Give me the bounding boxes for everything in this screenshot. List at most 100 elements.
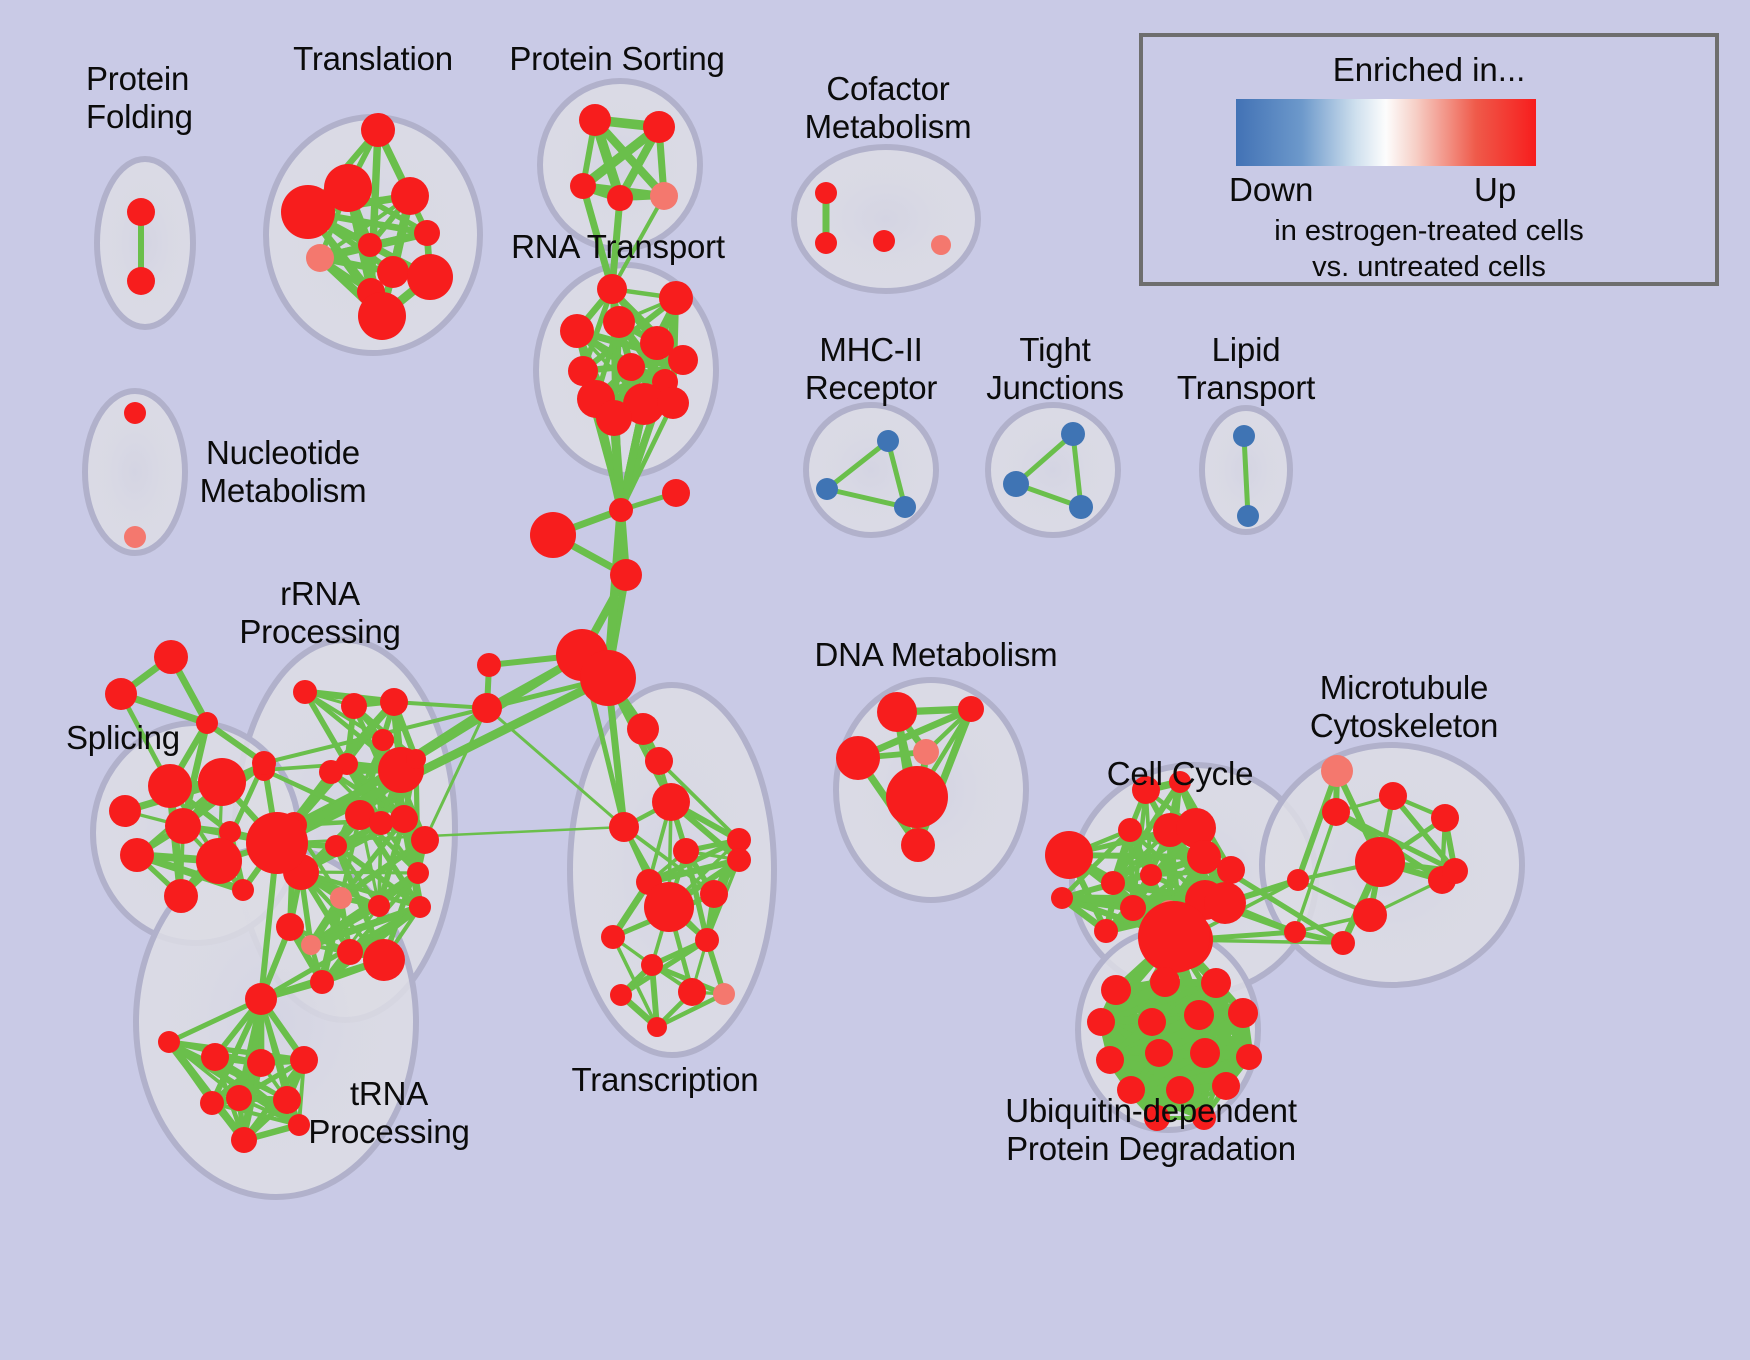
network-edge <box>590 115 669 201</box>
network-node <box>1003 471 1029 497</box>
network-edge <box>611 935 659 1029</box>
cluster-label-protein-folding: Protein Folding <box>86 60 193 135</box>
network-node <box>1150 967 1180 997</box>
cluster-label-nucleotide-metab: Nucleotide Metabolism <box>199 434 367 509</box>
network-node <box>678 978 706 1006</box>
network-node <box>931 235 951 255</box>
network-node <box>1118 818 1142 842</box>
network-edge <box>1241 433 1251 519</box>
network-node <box>568 356 598 386</box>
network-node <box>530 512 576 558</box>
network-node <box>641 954 663 976</box>
network-node <box>231 1127 257 1153</box>
network-node <box>232 879 254 901</box>
network-edge <box>307 903 424 949</box>
network-node <box>873 230 895 252</box>
network-edge <box>298 869 423 910</box>
network-node <box>324 164 372 212</box>
network-node <box>252 751 276 775</box>
network-node <box>306 244 334 272</box>
network-node <box>310 970 334 994</box>
network-edge <box>272 673 613 848</box>
network-node <box>659 281 693 315</box>
network-node <box>124 526 146 548</box>
network-node <box>647 1017 667 1037</box>
network-node <box>623 383 665 425</box>
network-edge <box>392 700 489 710</box>
network-edge <box>603 505 626 683</box>
network-node <box>1379 782 1407 810</box>
network-node <box>1117 1076 1145 1104</box>
network-node <box>643 111 675 143</box>
network-node <box>127 267 155 295</box>
cluster-label-rna-transport: RNA Transport <box>511 228 725 265</box>
cluster-ellipse-mhc-ii-receptor <box>803 402 939 538</box>
network-node <box>877 430 899 452</box>
network-node <box>650 182 678 210</box>
network-node <box>816 478 838 500</box>
network-node <box>377 256 409 288</box>
network-node <box>1217 856 1245 884</box>
network-node <box>1096 1046 1124 1074</box>
network-node <box>330 887 352 909</box>
network-node <box>290 1046 318 1074</box>
cluster-label-lipid-transport: Lipid Transport <box>1176 331 1316 406</box>
network-node <box>609 498 633 522</box>
network-node <box>877 692 917 732</box>
network-node <box>662 479 690 507</box>
network-node <box>1355 837 1405 887</box>
network-node <box>337 939 363 965</box>
network-node <box>390 805 418 833</box>
network-edge <box>608 194 624 293</box>
network-node <box>652 783 690 821</box>
network-node <box>1176 808 1216 848</box>
network-node <box>411 826 439 854</box>
network-edge <box>377 821 383 908</box>
network-edge <box>1097 979 1220 1026</box>
network-node <box>560 314 594 348</box>
network-node <box>894 496 916 518</box>
network-node <box>815 232 837 254</box>
cluster-ellipse-cofactor-metab <box>791 144 981 294</box>
network-node <box>196 838 242 884</box>
network-node <box>1192 1106 1216 1130</box>
network-node <box>198 758 246 806</box>
legend-caption-line2: vs. untreated cells <box>1312 251 1546 283</box>
network-node <box>158 1031 180 1053</box>
network-node <box>1138 901 1210 973</box>
network-node <box>597 274 627 304</box>
network-edge <box>209 996 264 1106</box>
network-node <box>570 173 596 199</box>
cluster-label-cell-cycle: Cell Cycle <box>1106 755 1254 792</box>
network-node <box>601 925 625 949</box>
legend-low-label: Down <box>1229 171 1314 208</box>
network-node <box>1201 968 1231 998</box>
network-node <box>727 848 751 872</box>
legend-caption-line1: in estrogen-treated cells <box>1274 215 1584 247</box>
network-node <box>644 882 694 932</box>
network-node <box>245 983 277 1015</box>
network-node <box>407 862 429 884</box>
network-node <box>1187 840 1221 874</box>
network-node <box>1144 1105 1170 1131</box>
network-node <box>1166 1076 1194 1104</box>
cluster-label-dna-metabolism: DNA Metabolism <box>814 636 1058 673</box>
cluster-label-trna-processing: tRNA Processing <box>308 1075 470 1150</box>
network-node <box>1140 864 1162 886</box>
network-edge <box>824 438 891 492</box>
cluster-ellipse-tight-junctions <box>985 402 1121 538</box>
network-node <box>1101 975 1131 1005</box>
network-node <box>815 182 837 204</box>
network-edge <box>1333 809 1458 874</box>
network-node <box>1184 1000 1214 1030</box>
network-node <box>148 764 192 808</box>
network-node <box>226 1085 252 1111</box>
network-node <box>247 1049 275 1077</box>
network-node <box>603 306 635 338</box>
network-node <box>609 812 639 842</box>
network-node <box>1287 869 1309 891</box>
network-node <box>201 1043 229 1071</box>
network-edge <box>133 851 247 894</box>
network-node <box>713 983 735 1005</box>
cluster-label-translation: Translation <box>293 40 453 77</box>
